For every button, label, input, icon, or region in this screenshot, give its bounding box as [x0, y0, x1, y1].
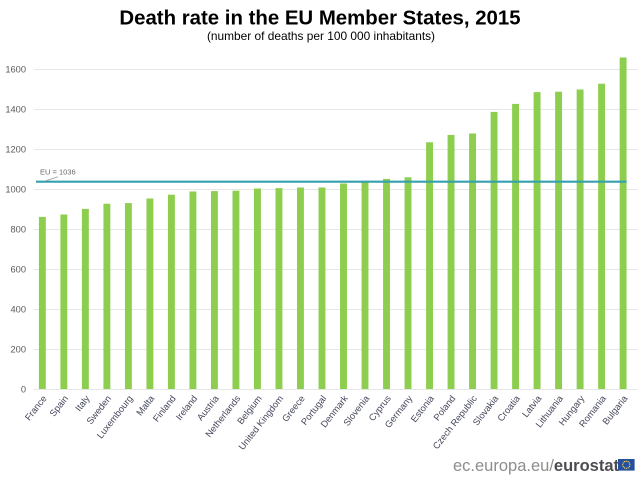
svg-text:1000: 1000 — [5, 185, 26, 195]
svg-text:ec.europa.eu/eurostat: ec.europa.eu/eurostat — [453, 457, 620, 475]
svg-text:400: 400 — [10, 305, 26, 315]
svg-text:200: 200 — [10, 345, 26, 355]
svg-text:(number of deaths per 100 000: (number of deaths per 100 000 inhabitant… — [207, 29, 435, 43]
svg-text:EU = 1036: EU = 1036 — [40, 168, 76, 177]
svg-text:1400: 1400 — [5, 105, 26, 115]
svg-text:0: 0 — [21, 385, 26, 395]
svg-text:Death rate in the EU Member St: Death rate in the EU Member States, 2015 — [119, 7, 520, 29]
svg-text:800: 800 — [10, 225, 26, 235]
svg-text:1600: 1600 — [5, 65, 26, 75]
svg-text:600: 600 — [10, 265, 26, 275]
svg-text:1200: 1200 — [5, 145, 26, 155]
